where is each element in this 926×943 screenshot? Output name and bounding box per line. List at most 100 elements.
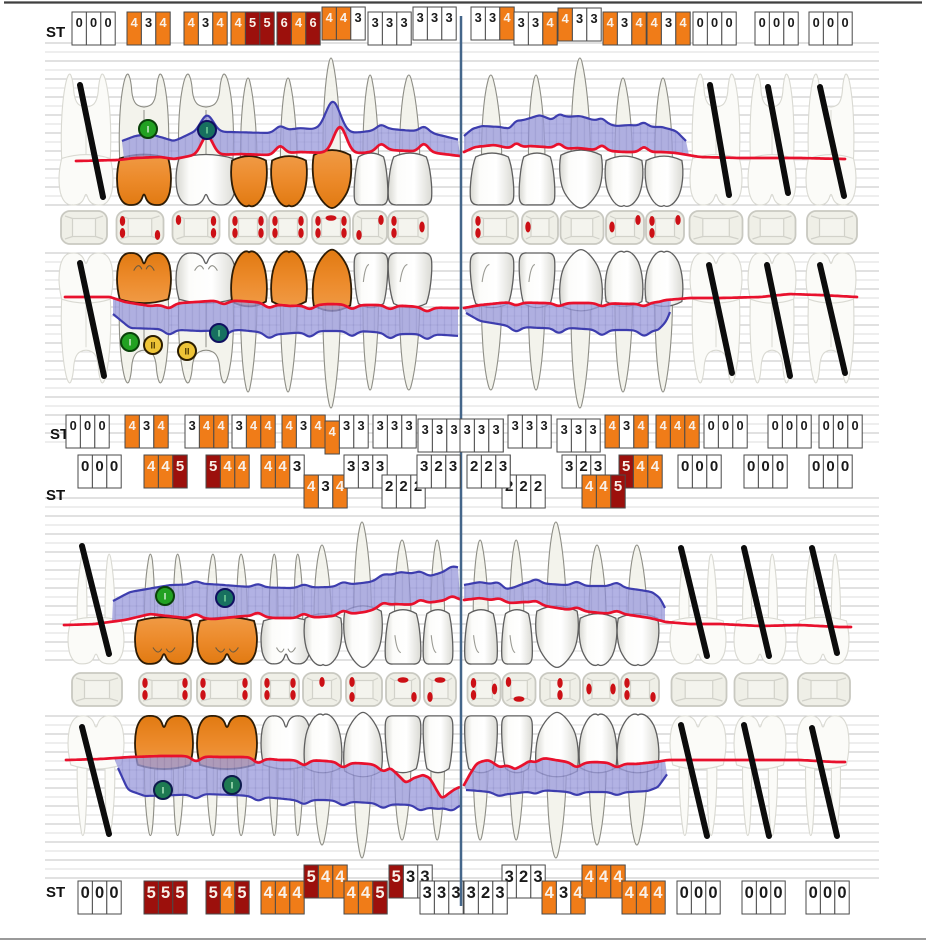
svg-text:0: 0 <box>772 418 779 433</box>
svg-text:4: 4 <box>545 884 555 902</box>
svg-text:3: 3 <box>450 422 457 437</box>
svg-text:0: 0 <box>722 418 729 433</box>
svg-text:0: 0 <box>76 15 83 30</box>
svg-text:5: 5 <box>209 884 218 902</box>
svg-text:0: 0 <box>747 458 755 475</box>
svg-text:4: 4 <box>278 884 288 902</box>
svg-text:ST: ST <box>50 426 69 443</box>
svg-text:0: 0 <box>95 458 103 475</box>
svg-text:4: 4 <box>585 478 594 495</box>
svg-text:2: 2 <box>434 458 442 475</box>
svg-text:4: 4 <box>599 478 608 495</box>
svg-text:3: 3 <box>377 418 384 433</box>
svg-text:4: 4 <box>161 458 170 475</box>
svg-text:4: 4 <box>573 884 583 902</box>
svg-text:3: 3 <box>343 418 350 433</box>
svg-text:4: 4 <box>340 10 348 25</box>
svg-text:4: 4 <box>613 868 623 886</box>
svg-text:3: 3 <box>406 868 415 886</box>
svg-text:0: 0 <box>812 458 820 475</box>
svg-text:0: 0 <box>90 15 97 30</box>
svg-text:0: 0 <box>759 15 766 30</box>
svg-text:3: 3 <box>590 11 597 26</box>
svg-text:3: 3 <box>422 422 429 437</box>
svg-text:4: 4 <box>129 418 137 433</box>
svg-text:5: 5 <box>249 15 256 30</box>
svg-text:0: 0 <box>826 458 834 475</box>
svg-text:0: 0 <box>823 884 832 902</box>
svg-text:0: 0 <box>841 458 849 475</box>
svg-text:5: 5 <box>392 868 401 886</box>
svg-text:3: 3 <box>372 15 379 30</box>
svg-text:II: II <box>150 341 155 351</box>
svg-text:3: 3 <box>405 418 412 433</box>
svg-text:0: 0 <box>809 884 818 902</box>
svg-text:4: 4 <box>235 15 243 30</box>
svg-text:2: 2 <box>579 458 587 475</box>
svg-text:5: 5 <box>622 458 630 475</box>
svg-text:3: 3 <box>445 10 452 25</box>
svg-text:3: 3 <box>202 15 209 30</box>
svg-text:4: 4 <box>335 868 345 886</box>
svg-text:0: 0 <box>773 15 780 30</box>
svg-text:3: 3 <box>518 15 525 30</box>
svg-text:0: 0 <box>786 418 793 433</box>
svg-text:4: 4 <box>203 418 211 433</box>
svg-text:4: 4 <box>131 15 139 30</box>
svg-text:3: 3 <box>423 884 432 902</box>
svg-text:3: 3 <box>492 422 499 437</box>
svg-text:3: 3 <box>478 422 485 437</box>
svg-text:4: 4 <box>159 15 167 30</box>
svg-text:4: 4 <box>674 418 682 433</box>
svg-text:3: 3 <box>532 15 539 30</box>
svg-text:3: 3 <box>559 884 568 902</box>
svg-text:0: 0 <box>681 458 689 475</box>
svg-text:4: 4 <box>625 884 635 902</box>
svg-text:3: 3 <box>576 11 583 26</box>
svg-text:ST: ST <box>46 24 65 41</box>
svg-text:3: 3 <box>293 458 301 475</box>
svg-text:4: 4 <box>216 15 224 30</box>
svg-text:0: 0 <box>736 418 743 433</box>
svg-text:3: 3 <box>391 418 398 433</box>
svg-text:3: 3 <box>621 15 628 30</box>
svg-text:4: 4 <box>238 458 247 475</box>
svg-text:3: 3 <box>143 418 150 433</box>
svg-text:3: 3 <box>495 884 504 902</box>
svg-text:3: 3 <box>354 10 361 25</box>
svg-text:3: 3 <box>451 884 460 902</box>
svg-text:4: 4 <box>585 868 595 886</box>
svg-text:3: 3 <box>533 868 542 886</box>
svg-text:4: 4 <box>599 868 609 886</box>
svg-text:2: 2 <box>534 478 542 495</box>
svg-text:4: 4 <box>329 424 337 439</box>
svg-text:3: 3 <box>526 418 533 433</box>
svg-text:2: 2 <box>484 458 492 475</box>
svg-text:0: 0 <box>745 884 754 902</box>
svg-text:4: 4 <box>503 10 511 25</box>
svg-text:3: 3 <box>589 422 596 437</box>
svg-text:I: I <box>147 125 150 135</box>
svg-text:3: 3 <box>189 418 196 433</box>
svg-text:4: 4 <box>147 458 156 475</box>
svg-text:I: I <box>129 338 132 348</box>
svg-text:0: 0 <box>837 418 844 433</box>
svg-text:0: 0 <box>827 15 834 30</box>
svg-text:4: 4 <box>250 418 258 433</box>
svg-text:3: 3 <box>505 868 514 886</box>
svg-text:4: 4 <box>609 418 617 433</box>
svg-text:4: 4 <box>188 15 196 30</box>
svg-text:3: 3 <box>420 458 428 475</box>
svg-text:I: I <box>162 786 165 796</box>
svg-text:3: 3 <box>540 418 547 433</box>
svg-text:3: 3 <box>449 458 457 475</box>
svg-text:4: 4 <box>546 15 554 30</box>
svg-text:4: 4 <box>264 458 273 475</box>
svg-text:0: 0 <box>697 15 704 30</box>
svg-text:0: 0 <box>813 15 820 30</box>
svg-text:0: 0 <box>851 418 858 433</box>
svg-text:3: 3 <box>417 10 424 25</box>
svg-text:0: 0 <box>725 15 732 30</box>
svg-text:0: 0 <box>109 884 118 902</box>
svg-text:2: 2 <box>519 868 528 886</box>
